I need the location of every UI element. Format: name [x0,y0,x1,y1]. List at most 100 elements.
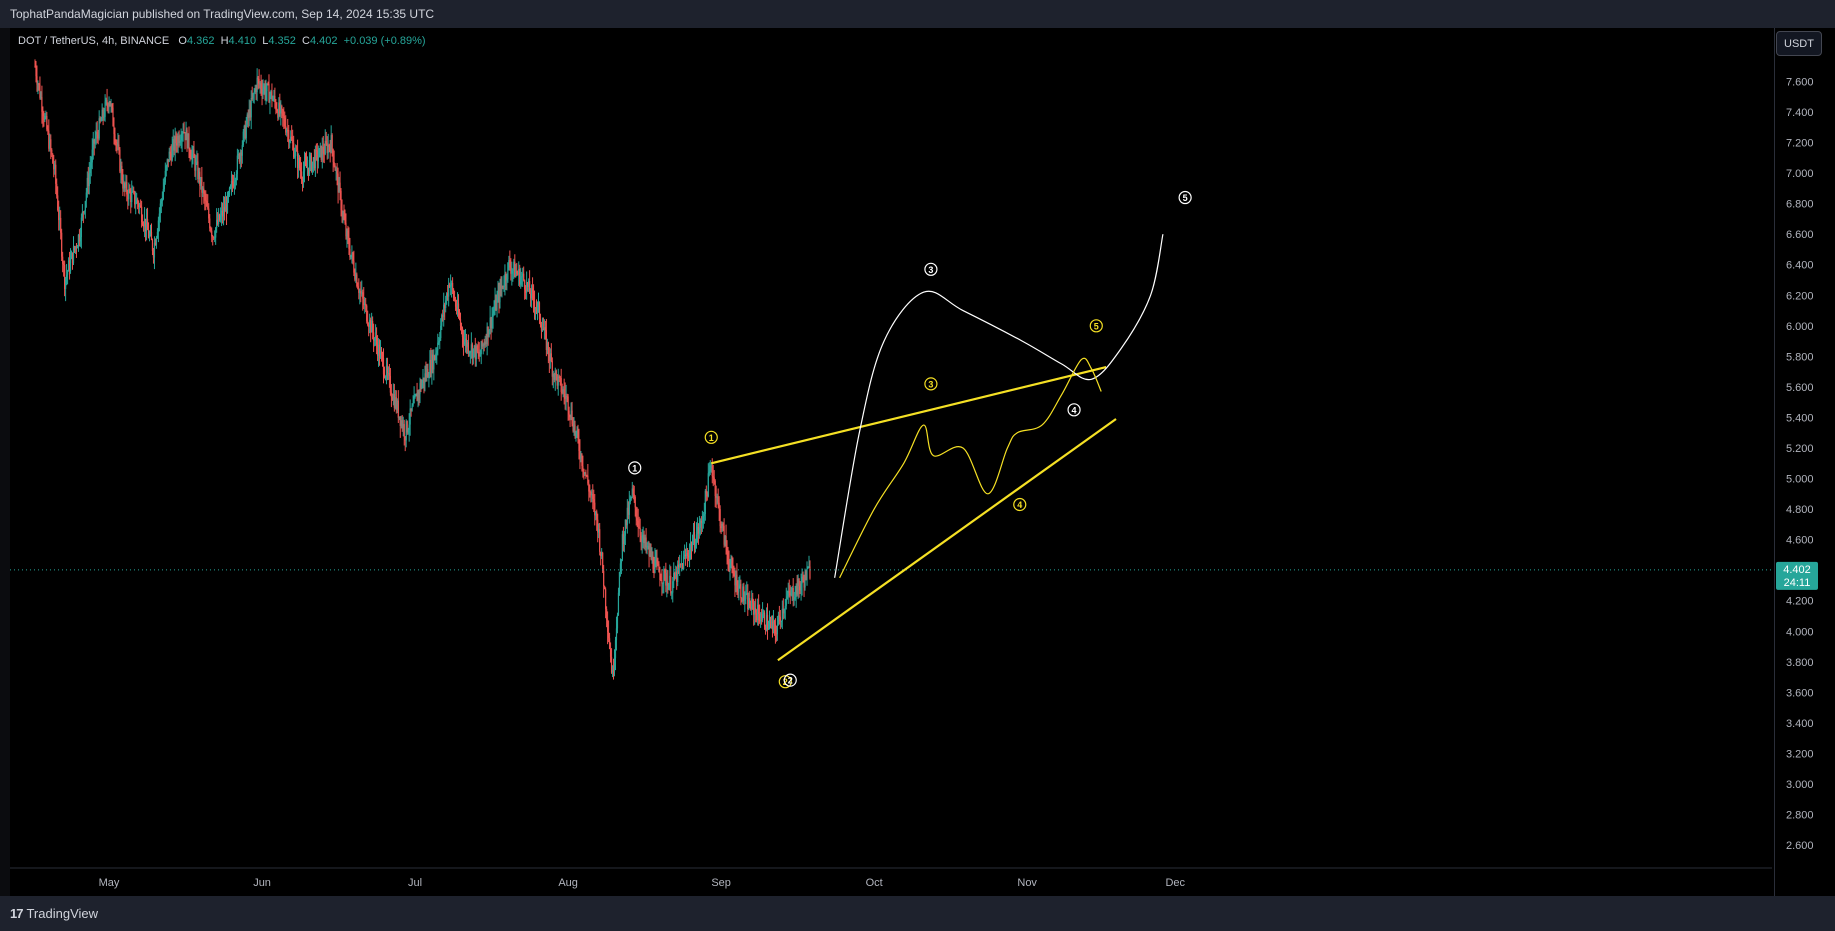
candle-body [761,619,763,621]
candle-body [51,149,53,155]
candle-body [497,291,499,298]
candle-body [194,157,196,171]
candle-body [779,616,781,622]
candle-body [312,157,314,162]
candle-body [792,588,794,600]
white-wave-label: 5 [1178,190,1192,205]
candle-body [192,149,194,154]
candle-body [446,293,448,301]
candle-body [694,544,697,548]
candle-body [573,424,575,432]
candle-body [672,581,674,593]
candle-body [370,319,372,333]
x-tick-label: Jul [408,877,422,889]
high-label: H [220,35,229,47]
candle-body [549,353,551,361]
candle-body [545,330,547,350]
candle-body [688,549,691,558]
candle-body [496,297,498,311]
candle-body [34,66,36,68]
candle-body [634,497,636,508]
candle-body [736,574,738,592]
candle-body [577,429,579,439]
candle-body [132,190,134,192]
candle-body [157,220,160,233]
candle-body [249,109,251,118]
candle-body [155,237,158,245]
candle-body [551,361,553,377]
candle-body [612,669,615,672]
candle-body [575,431,577,434]
candle-body [323,153,325,155]
candle-body [676,571,678,582]
candle-body [461,328,464,337]
candle-body [445,300,447,308]
candle-body [230,181,233,186]
candle-body [608,638,611,650]
candle-body [184,132,186,141]
candle-body [281,106,283,110]
y-tick-label: 4.600 [1786,535,1814,547]
candle-body [631,488,633,497]
currency-button[interactable]: USDT [1776,31,1822,56]
publish-header-bar: TophatPandaMagician published on Trading… [0,0,1835,28]
candle-body [84,201,86,212]
candle-body [196,161,198,163]
white-wave-label-text: 3 [928,265,933,275]
candle-body [361,292,363,294]
candle-body [193,149,195,158]
candle-body [417,391,419,402]
candle-body [680,563,682,565]
candle-body [729,565,731,570]
candle-body [493,310,495,314]
candle-body [160,201,162,204]
candle-body [778,615,780,617]
candle-body [162,189,164,199]
candle-body [90,162,92,168]
low-label: L [262,35,269,47]
candle-body [691,542,694,551]
candle-body [124,183,126,188]
candle-body [260,83,262,90]
candle-body [138,203,140,208]
candle-body [248,109,250,118]
candle-body [172,139,174,146]
candle-body [510,267,512,274]
candle-body [83,211,85,213]
candle-body [483,344,485,346]
candle-body [590,491,592,496]
candle-body [330,135,332,153]
candle-body [530,288,533,299]
candle-body [66,271,69,275]
candle-body [117,144,119,146]
candle-body [662,582,664,584]
candle-body [639,528,641,536]
candle-body [599,529,601,552]
candle-body [702,515,704,523]
candle-body [581,453,583,467]
y-tick-label: 7.200 [1786,138,1814,150]
candle-body [640,535,642,542]
candle-body [684,554,687,557]
yellow-wave-label-text: 5 [1094,321,1099,331]
candle-body [186,129,188,149]
candle-body [143,218,146,227]
candle-body [64,264,66,290]
candle-body [397,400,399,418]
candle-body [282,109,284,116]
candle-body [263,86,265,90]
candle-body [585,472,587,476]
tradingview-logo[interactable]: 17 TradingView [10,906,98,921]
candle-body [217,219,219,224]
candle-body [294,156,296,158]
candle-body [54,164,56,170]
candle-body [522,273,524,277]
yellow-wave-label-text: 2 [783,677,788,687]
candle-body [159,203,161,214]
price-axis[interactable] [1774,28,1835,896]
candle-body [592,494,594,500]
candle-body [171,145,173,161]
candle-body [409,408,411,425]
candle-body [542,328,545,331]
candle-body [661,580,663,584]
